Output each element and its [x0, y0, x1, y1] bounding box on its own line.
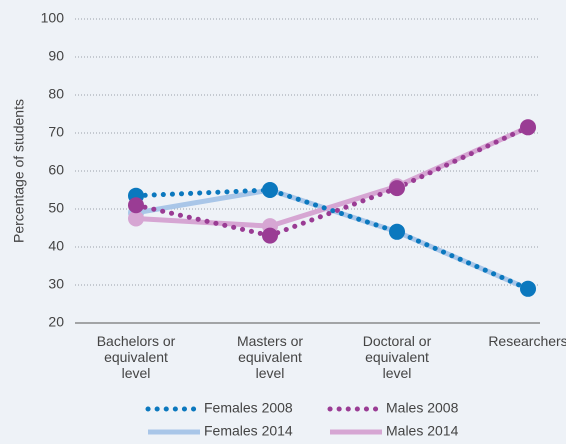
- y-tick-label: 40: [48, 238, 64, 254]
- point: [520, 280, 536, 297]
- x-tick-label: Doctoral or equivalent level: [362, 333, 432, 381]
- point: [389, 180, 405, 197]
- y-tick-label: 20: [48, 314, 64, 330]
- legend-label: Males 2014: [386, 423, 459, 439]
- y-tick-label: 80: [48, 86, 64, 102]
- y-tick-label: 60: [48, 162, 64, 178]
- y-tick-label: 90: [48, 48, 64, 64]
- point: [389, 223, 405, 240]
- x-tick-label: Researchers: [488, 333, 566, 349]
- series-line: [133, 124, 531, 239]
- legend-label: Males 2008: [386, 400, 459, 416]
- x-tick-label: Bachelors or equivalent level: [96, 333, 176, 381]
- y-tick-label: 30: [48, 276, 64, 292]
- y-tick-label: 100: [41, 10, 65, 26]
- y-axis-label: Percentage of students: [11, 99, 27, 243]
- x-tick-label: Masters or equivalent level: [236, 333, 304, 381]
- point: [520, 119, 536, 136]
- y-tick-label: 70: [48, 124, 64, 140]
- y-tick-label: 50: [48, 200, 64, 216]
- point: [262, 182, 278, 198]
- series-line: [133, 187, 531, 292]
- legend-label: Females 2008: [204, 400, 293, 416]
- point: [262, 227, 278, 244]
- point: [128, 210, 144, 227]
- point: [128, 197, 144, 214]
- legend-label: Females 2014: [204, 423, 293, 439]
